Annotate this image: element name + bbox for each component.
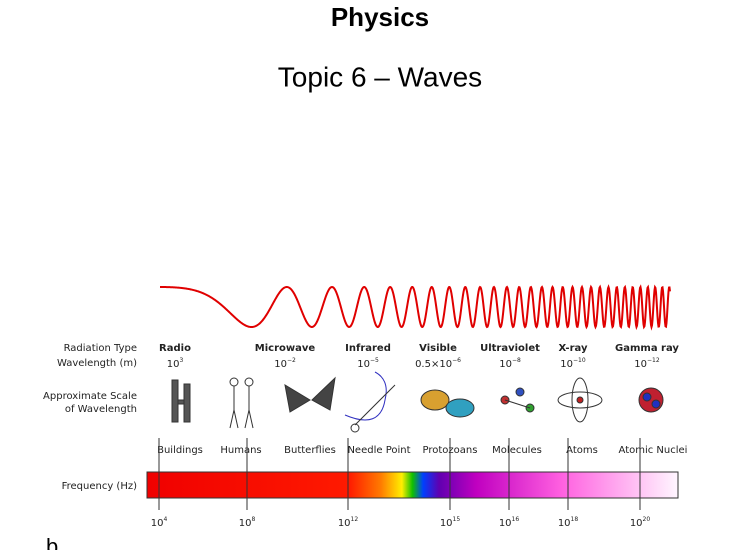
radiation-type: Ultraviolet (480, 343, 540, 354)
value-label: 1016 (499, 516, 520, 530)
scale-object: Buildings (157, 445, 203, 456)
scale-object: Needle Point (347, 445, 410, 456)
value-label: 10−5 (357, 357, 379, 371)
title: Physics (331, 2, 429, 32)
base: 10 (499, 359, 512, 370)
exponent: 12 (351, 516, 359, 523)
value-label: 108 (239, 516, 256, 530)
row-label: Approximate Scale (43, 391, 137, 402)
base: 10 (560, 359, 573, 370)
value-label: 10−12 (634, 357, 660, 371)
scale-object: Molecules (492, 445, 542, 456)
value-label: 1012 (338, 516, 359, 530)
wave (160, 284, 671, 331)
exponent: −6 (452, 357, 461, 364)
scale-object: Humans (220, 445, 261, 456)
exponent: −10 (573, 357, 586, 364)
base: 10 (274, 359, 287, 370)
base: 10 (558, 518, 571, 529)
row-label: of Wavelength (65, 404, 137, 415)
scale-object: Atoms (566, 445, 598, 456)
scale-object: Atomic Nuclei (619, 445, 688, 456)
subtitle: Topic 6 – Waves (278, 61, 482, 92)
marker: b (46, 534, 58, 550)
radiation-type: Gamma ray (615, 343, 679, 354)
base: 10 (338, 518, 351, 529)
base: 10 (151, 518, 164, 529)
exponent: 20 (643, 516, 651, 523)
base: 0.5×10 (415, 359, 452, 370)
base: 10 (239, 518, 252, 529)
exponent: 3 (179, 357, 183, 364)
exponent: −8 (512, 357, 521, 364)
radiation-type: Visible (419, 343, 457, 354)
base: 10 (167, 359, 180, 370)
base: 10 (499, 518, 512, 529)
base: 10 (440, 518, 453, 529)
spectrum-bar (146, 471, 679, 499)
value-label: 0.5×10−6 (415, 357, 461, 371)
exponent: 4 (163, 516, 167, 523)
value-label: 10−2 (274, 357, 296, 371)
exponent: 18 (571, 516, 579, 523)
exponent: 16 (512, 516, 520, 523)
base: 10 (630, 518, 643, 529)
exponent: −2 (287, 357, 296, 364)
value-label: 10−10 (560, 357, 586, 371)
value-label: 103 (167, 357, 184, 371)
icons (171, 371, 664, 433)
exponent: −5 (370, 357, 379, 364)
radiation-type: Infrared (345, 343, 391, 354)
value-label: 10−8 (499, 357, 521, 371)
radiation-type: Radio (159, 343, 191, 354)
exponent: 8 (251, 516, 255, 523)
value-label: 104 (151, 516, 168, 530)
scale-object: Butterflies (284, 445, 336, 456)
exponent: 15 (453, 516, 461, 523)
radiation-type: X-ray (559, 343, 588, 354)
base: 10 (357, 359, 370, 370)
radiation-type: Microwave (255, 343, 316, 354)
row-label: Frequency (Hz) (62, 481, 138, 492)
value-label: 1018 (558, 516, 579, 530)
value-label: 1020 (630, 516, 651, 530)
row-label: Radiation Type (64, 343, 137, 354)
value-label: 1015 (440, 516, 461, 530)
base: 10 (634, 359, 647, 370)
row-label: Wavelength (m) (57, 358, 137, 369)
exponent: −12 (647, 357, 660, 364)
